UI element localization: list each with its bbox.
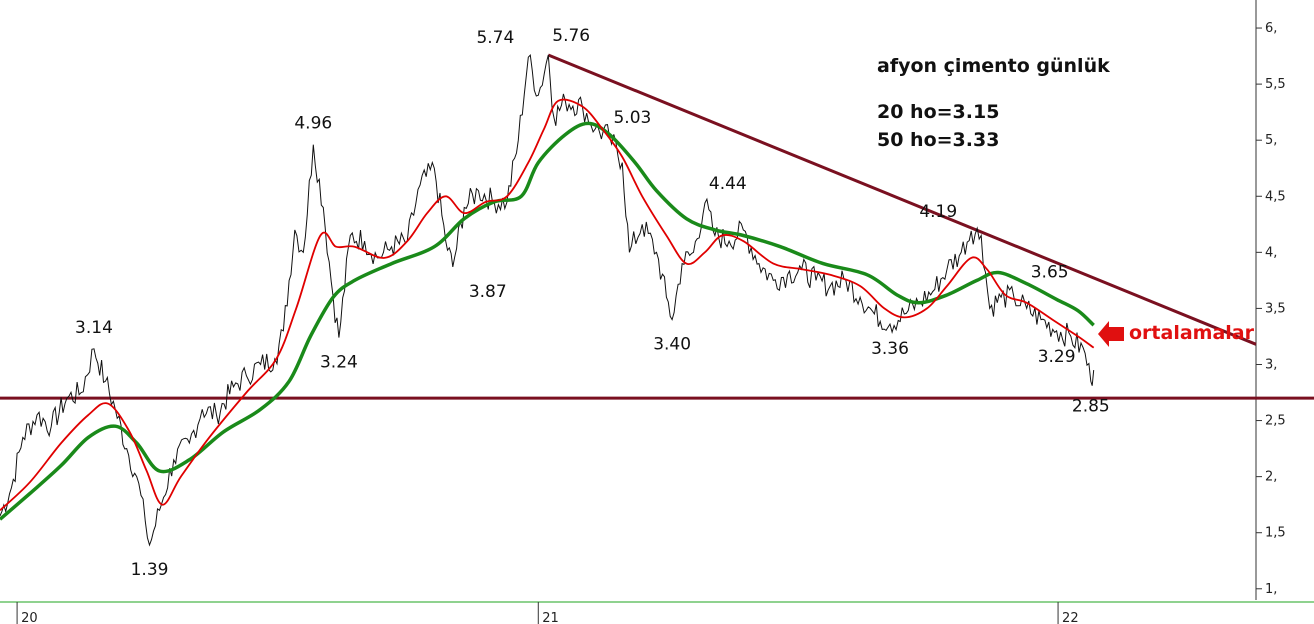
value-annotation: 2.85 (1072, 396, 1110, 416)
y-tick-label: 3,5 (1265, 301, 1286, 316)
value-annotation: 4.19 (919, 202, 957, 222)
ma20-series (0, 98, 1095, 511)
chart-title: afyon çimento günlük (877, 55, 1110, 77)
ma50-series (0, 121, 1095, 521)
value-annotation: 3.40 (653, 335, 691, 355)
price-series (0, 53, 1095, 547)
value-annotation: 3.65 (1031, 263, 1069, 283)
x-tick-label: 20 (21, 611, 38, 624)
ma50-label: 50 ho=3.33 (877, 129, 999, 151)
value-annotation: 1.39 (131, 560, 169, 580)
value-annotation: 5.76 (552, 26, 590, 46)
x-tick-label: 21 (542, 611, 559, 624)
y-tick-label: 4, (1265, 245, 1277, 260)
value-annotation: 3.36 (871, 339, 909, 359)
y-tick-label: 6, (1265, 21, 1277, 36)
y-tick-label: 2,5 (1265, 414, 1286, 429)
averages-annotation: ortalamalar (1129, 322, 1255, 344)
y-tick-label: 5, (1265, 133, 1277, 148)
y-axis: 1, 1,5 2, 2,5 3, 3,5 4, 4,5 5, 5,5 6, (1255, 0, 1286, 600)
y-tick-label: 5,5 (1265, 77, 1286, 92)
x-tick-label: 22 (1062, 611, 1079, 624)
value-annotation: 3.87 (469, 282, 507, 302)
y-tick-label: 3, (1265, 357, 1277, 372)
value-annotation: 5.74 (476, 28, 514, 48)
resistance-trendline (547, 53, 1257, 346)
y-tick-label: 4,5 (1265, 189, 1286, 204)
value-annotation: 3.14 (75, 318, 113, 338)
y-tick-label: 1, (1265, 582, 1277, 597)
value-annotation: 3.29 (1038, 347, 1076, 367)
ma20-label: 20 ho=3.15 (877, 101, 999, 123)
y-tick-label: 1,5 (1265, 526, 1286, 541)
x-axis: 20 21 22 (0, 601, 1314, 624)
arrow-icon (1098, 321, 1124, 347)
y-tick-label: 2, (1265, 470, 1277, 485)
value-annotation: 5.03 (613, 108, 651, 128)
value-annotation: 4.96 (294, 114, 332, 134)
value-annotation: 4.44 (709, 174, 747, 194)
value-annotation: 3.24 (320, 353, 358, 373)
